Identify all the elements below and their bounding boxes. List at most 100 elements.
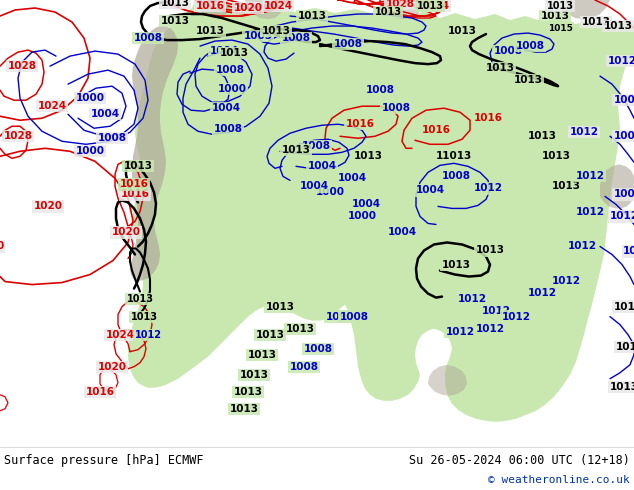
- Polygon shape: [130, 26, 178, 281]
- Text: 1012: 1012: [501, 312, 531, 321]
- Polygon shape: [245, 0, 283, 19]
- Text: 1013: 1013: [281, 146, 311, 155]
- Text: 1012: 1012: [476, 324, 505, 334]
- Polygon shape: [128, 0, 634, 422]
- Text: 1008: 1008: [302, 141, 330, 151]
- Text: 1024: 1024: [420, 1, 450, 11]
- Text: 1012: 1012: [552, 275, 581, 286]
- Text: 1008: 1008: [134, 33, 162, 43]
- Text: 1000: 1000: [75, 93, 105, 103]
- Text: 1000: 1000: [347, 211, 377, 221]
- Text: 1013: 1013: [354, 151, 382, 161]
- Text: 1013: 1013: [552, 181, 581, 192]
- Text: 1008: 1008: [333, 39, 363, 49]
- Text: 1004: 1004: [337, 173, 366, 183]
- Text: 1013: 1013: [230, 404, 259, 414]
- Text: 1013: 1013: [160, 16, 190, 26]
- Polygon shape: [380, 0, 424, 19]
- Text: 1020: 1020: [98, 362, 127, 372]
- Text: 1012: 1012: [481, 306, 510, 316]
- Text: 1020: 1020: [34, 201, 63, 211]
- Text: 1008: 1008: [614, 95, 634, 105]
- Text: 1024: 1024: [37, 101, 67, 111]
- Text: 1013: 1013: [127, 294, 153, 304]
- Text: 10: 10: [623, 246, 634, 256]
- Text: 1013: 1013: [476, 245, 505, 255]
- Text: 1013: 1013: [616, 342, 634, 352]
- Text: 1016: 1016: [120, 189, 150, 199]
- Text: 1008: 1008: [493, 46, 522, 56]
- Text: 1012: 1012: [576, 172, 604, 181]
- Text: 1012: 1012: [569, 127, 598, 137]
- Text: 1015: 1015: [548, 24, 573, 32]
- Text: 1013: 1013: [266, 302, 295, 312]
- Text: 1008: 1008: [304, 343, 332, 354]
- Text: 1008: 1008: [290, 362, 318, 372]
- Text: 1008: 1008: [339, 312, 368, 321]
- Text: 1012: 1012: [446, 327, 474, 337]
- Text: 1000: 1000: [217, 84, 247, 94]
- Text: 1013: 1013: [614, 302, 634, 312]
- Text: 1013: 1013: [297, 11, 327, 21]
- Text: 1012: 1012: [474, 183, 503, 194]
- Text: 1013: 1013: [375, 7, 401, 17]
- Text: 1013: 1013: [541, 11, 569, 21]
- Text: 1013: 1013: [581, 17, 611, 27]
- Text: 1012: 1012: [134, 330, 162, 340]
- Text: 1016: 1016: [422, 125, 451, 135]
- Text: 1004: 1004: [614, 131, 634, 141]
- Text: 1020: 1020: [233, 3, 262, 13]
- Text: 1013: 1013: [514, 75, 543, 85]
- Polygon shape: [428, 365, 467, 396]
- Text: 1013: 1013: [527, 131, 557, 141]
- Text: 1013: 1013: [131, 312, 157, 321]
- Text: 1013: 1013: [547, 1, 574, 11]
- Text: 1013: 1013: [233, 387, 262, 397]
- Text: 1013: 1013: [486, 63, 515, 73]
- Text: 1013: 1013: [195, 26, 224, 36]
- Text: 1013: 1013: [124, 161, 153, 172]
- Text: 1004: 1004: [211, 103, 240, 113]
- Text: 1013: 1013: [604, 21, 633, 31]
- Text: 1008: 1008: [214, 124, 242, 134]
- Text: 1008: 1008: [281, 33, 311, 43]
- Text: 1008: 1008: [515, 41, 545, 51]
- Text: 1008: 1008: [216, 65, 245, 75]
- Text: 1012: 1012: [567, 242, 597, 251]
- Text: 1012: 1012: [527, 288, 557, 297]
- Text: 1013: 1013: [541, 151, 571, 161]
- Polygon shape: [195, 0, 230, 18]
- Text: 1013: 1013: [160, 0, 190, 8]
- Text: © weatheronline.co.uk: © weatheronline.co.uk: [488, 475, 630, 485]
- Text: 1012: 1012: [458, 294, 486, 304]
- Polygon shape: [560, 0, 610, 19]
- Text: 11013: 11013: [436, 151, 472, 161]
- Text: 1008: 1008: [365, 85, 394, 95]
- Text: Su 26-05-2024 06:00 UTC (12+18): Su 26-05-2024 06:00 UTC (12+18): [409, 454, 630, 467]
- Text: 1024: 1024: [105, 330, 134, 340]
- Text: 1004: 1004: [91, 109, 120, 119]
- Text: 1012: 1012: [576, 207, 604, 218]
- Text: 1020: 1020: [112, 227, 141, 238]
- Text: 1004: 1004: [387, 227, 417, 238]
- Text: 1004: 1004: [307, 161, 337, 172]
- Text: 1013: 1013: [609, 382, 634, 392]
- Text: 1016: 1016: [346, 119, 375, 129]
- Text: 1004: 1004: [299, 181, 328, 192]
- Text: 1008: 1008: [98, 133, 127, 143]
- Text: 1013: 1013: [285, 324, 314, 334]
- Text: 1005: 1005: [243, 31, 273, 41]
- Text: 1090: 1090: [326, 312, 354, 321]
- Text: 1013: 1013: [417, 1, 444, 11]
- Polygon shape: [600, 164, 634, 208]
- Text: 1024: 1024: [264, 1, 292, 11]
- Text: 1004: 1004: [351, 199, 380, 209]
- Text: 1016: 1016: [474, 113, 503, 123]
- Text: 1013: 1013: [219, 48, 249, 58]
- Text: 1000: 1000: [75, 147, 105, 156]
- Text: 1028: 1028: [385, 0, 415, 9]
- Text: 1004: 1004: [209, 46, 238, 56]
- Text: 1013: 1013: [261, 26, 290, 36]
- Text: 0: 0: [0, 242, 4, 251]
- Text: 1013: 1013: [240, 370, 269, 380]
